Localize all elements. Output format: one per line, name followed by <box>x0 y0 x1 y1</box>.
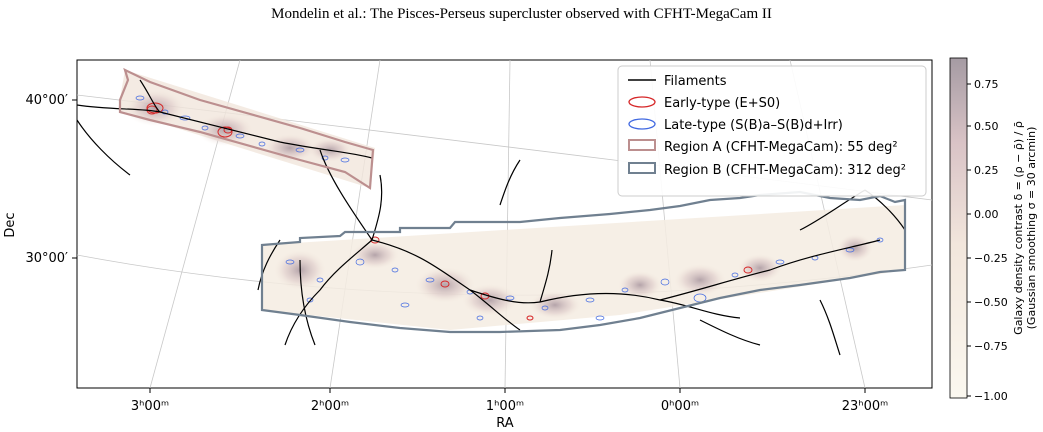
running-title: Mondelin et al.: The Pisces-Perseus supe… <box>271 6 772 22</box>
colorbar-tick-label: 0.75 <box>974 78 999 91</box>
x-tick-label: 23ʰ00ᵐ <box>842 399 888 414</box>
colorbar-tick-label: −0.75 <box>974 340 1008 353</box>
y-tick-label: 30°00′ <box>25 251 68 266</box>
region-b-outline <box>260 190 907 334</box>
x-tick-label: 0ʰ00ᵐ <box>661 399 699 414</box>
legend-label: Region B (CFHT-MegaCam): 312 deg² <box>664 163 906 178</box>
colorbar-tick-label: 0.25 <box>974 164 999 177</box>
x-axis-label: RA <box>496 416 514 431</box>
legend-label: Early-type (E+S0) <box>664 96 780 111</box>
y-tick-label: 40°00′ <box>25 93 68 108</box>
y-axis-label: Dec <box>3 212 18 237</box>
legend-region-b-swatch <box>628 162 656 174</box>
x-tick-label: 2ʰ00ᵐ <box>311 399 349 414</box>
colorbar-ticks <box>967 83 971 397</box>
late-type-galaxies <box>135 95 884 321</box>
legend-late-type-swatch <box>628 118 656 130</box>
y-axis-ticks: 40°00′ 30°00′ <box>25 93 77 266</box>
density-field <box>118 70 905 330</box>
colorbar-tick-label: −0.50 <box>974 296 1008 309</box>
colorbar-label: Galaxy density contrast δ = (ρ − ρ̄) / ρ… <box>1012 121 1025 335</box>
x-tick-label: 3ʰ00ᵐ <box>131 399 169 414</box>
legend-label: Filaments <box>664 74 727 89</box>
legend-label: Region A (CFHT-MegaCam): 55 deg² <box>664 140 898 155</box>
legend: Filaments Early-type (E+S0) Late-type (S… <box>617 65 927 197</box>
legend-early-type-swatch <box>628 96 656 108</box>
colorbar-tick-label: −1.00 <box>974 390 1008 403</box>
colorbar-tick-label: 0.50 <box>974 120 999 133</box>
legend-region-a-swatch <box>628 139 656 151</box>
colorbar-sublabel: (Gaussian smoothing σ = 30 arcmin) <box>1025 127 1038 330</box>
colorbar: 0.75 0.50 0.25 0.00 −0.25 −0.50 −0.75 −1… <box>949 57 1038 403</box>
colorbar-gradient <box>949 57 968 399</box>
legend-label: Late-type (S(B)a–S(B)d+Irr) <box>664 118 843 133</box>
early-type-galaxies <box>146 102 753 321</box>
colorbar-tick-label: 0.00 <box>974 208 999 221</box>
x-tick-label: 1ʰ00ᵐ <box>486 399 524 414</box>
region-a-outline <box>118 67 375 190</box>
colorbar-tick-label: −0.25 <box>974 252 1008 265</box>
x-axis-ticks: 3ʰ00ᵐ 2ʰ00ᵐ 1ʰ00ᵐ 0ʰ00ᵐ 23ʰ00ᵐ <box>131 388 888 414</box>
